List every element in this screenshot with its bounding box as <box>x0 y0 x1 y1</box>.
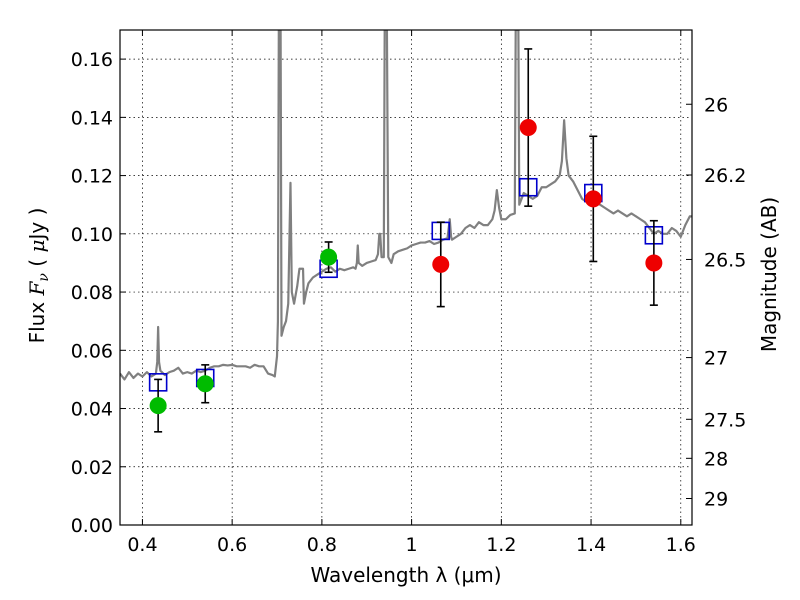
y-tick-label: 0.10 <box>71 224 113 246</box>
x-tick-label: 1 <box>406 534 418 556</box>
y2-axis-title: Magnitude (AB) <box>757 197 781 352</box>
y2-tick-label: 26 <box>704 94 728 116</box>
y-tick-label: 0.00 <box>71 515 113 537</box>
error-bars <box>148 48 664 433</box>
grid <box>120 30 692 525</box>
y2-tick-label: 27.5 <box>704 409 746 431</box>
plot-frame <box>119 29 693 526</box>
x-tick-label: 0.6 <box>217 534 247 556</box>
x-tick-label: 1.6 <box>666 534 696 556</box>
x-tick-label: 1.4 <box>576 534 606 556</box>
y-axis-title-mu: μ <box>25 240 49 253</box>
y-axis-title-symbol: F <box>25 280 49 296</box>
observed-point <box>645 254 663 272</box>
y-tick-label: 0.14 <box>71 107 113 129</box>
y2-tick-label: 27 <box>704 348 728 370</box>
observed-point <box>196 375 214 393</box>
y-tick-label: 0.04 <box>71 399 113 421</box>
x-tick-label: 1.2 <box>486 534 516 556</box>
plot-area <box>120 30 692 381</box>
y-tick-label: 0.08 <box>71 282 113 304</box>
y-axis-title: Flux Fν ( μJy ) <box>25 208 52 344</box>
y-tick-label: 0.12 <box>71 166 113 188</box>
y-axis-title-paren: ( <box>25 253 49 274</box>
y2-tick-label: 26.2 <box>704 165 746 187</box>
y2-tick-label: 28 <box>704 448 728 470</box>
axes: 0.4 0.6 0.8 1 1.2 1.4 1.6 0.00 0.02 0.04 0.06 0.08 0… <box>71 30 746 556</box>
y-axis-title-subscript: ν <box>36 273 52 282</box>
observed-point <box>320 248 338 266</box>
spectrum-line <box>120 30 692 381</box>
x-tick-label: 0.4 <box>127 534 157 556</box>
y-tick-label: 0.16 <box>71 49 113 71</box>
y-axis-title-prefix: Flux <box>25 295 49 343</box>
y-tick-label: 0.06 <box>71 340 113 362</box>
observed-point <box>519 119 537 137</box>
y2-tick-label: 26.5 <box>704 249 746 271</box>
y-axis-title-unit: Jy ) <box>25 208 49 242</box>
observed-point <box>149 397 167 415</box>
x-axis-title: Wavelength λ (μm) <box>310 563 501 587</box>
observed-point <box>584 190 602 208</box>
y-tick-label: 0.02 <box>71 457 113 479</box>
x-tick-label: 0.8 <box>307 534 337 556</box>
observed-point <box>432 255 450 273</box>
y2-tick-label: 29 <box>704 489 728 511</box>
